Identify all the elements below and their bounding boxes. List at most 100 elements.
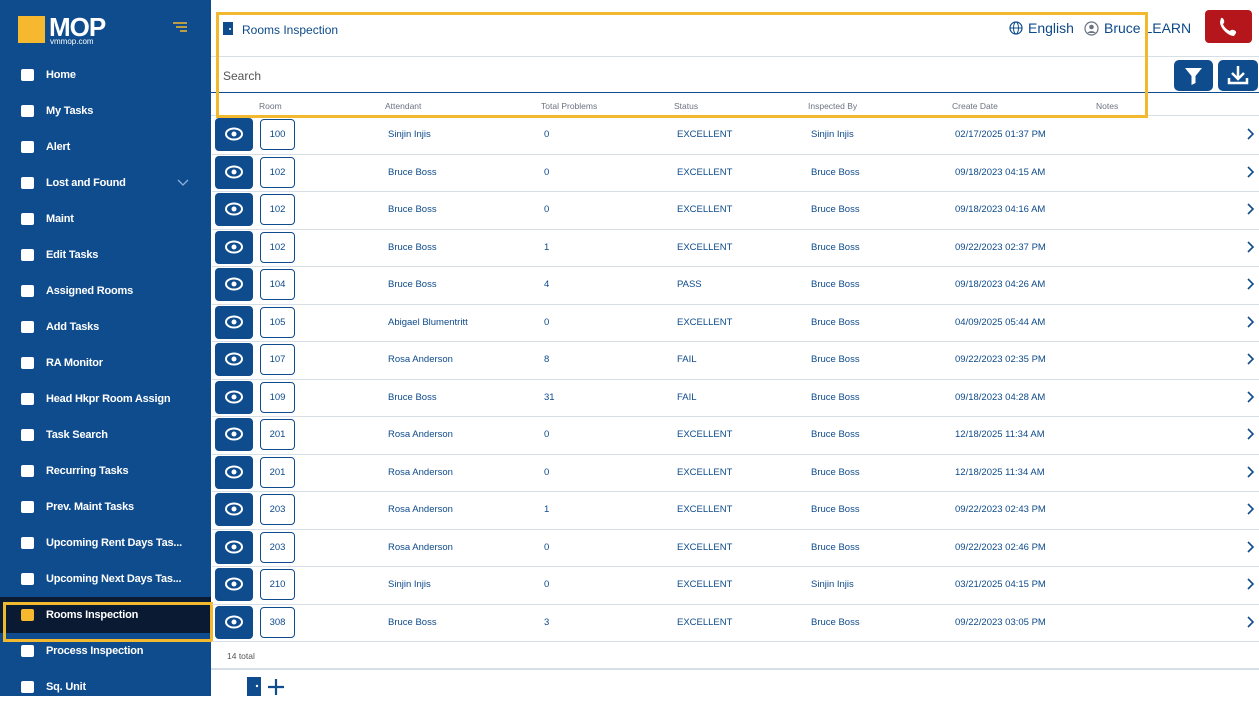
table-row[interactable]: 201 Rosa Anderson 0 EXCELLENT Bruce Boss 12/1… (212, 454, 1259, 492)
view-button[interactable] (215, 343, 253, 376)
column-header[interactable]: Status (674, 101, 699, 111)
menu-icon (21, 465, 34, 477)
menu-item[interactable]: RA Monitor (0, 345, 211, 381)
table-cell: 31 (544, 391, 555, 403)
table-row[interactable]: 201 Rosa Anderson 0 EXCELLENT Bruce Boss 12/1… (212, 416, 1259, 455)
table-cell: FAIL (677, 391, 697, 403)
view-button[interactable] (215, 230, 253, 264)
globe-icon (1009, 21, 1023, 35)
menu-item[interactable]: Upcoming Rent Days Tas... (0, 525, 211, 561)
menu-item[interactable]: Sq. Unit (0, 669, 211, 705)
menu-item[interactable]: Task Search (0, 417, 211, 453)
menu-label: Assigned Rooms (46, 285, 134, 297)
table-cell: Bruce Boss (388, 616, 437, 628)
total-count: 14 total (227, 651, 255, 661)
main: Rooms Inspection English Bruce LEARN Sea… (211, 0, 1259, 696)
view-button[interactable] (215, 455, 253, 489)
view-button[interactable] (215, 380, 253, 414)
menu-item[interactable]: Add Tasks (0, 309, 211, 345)
language[interactable]: English (1028, 20, 1074, 36)
menu-icon (21, 501, 34, 513)
eye-icon (225, 502, 243, 516)
table-cell: 0 (544, 129, 550, 140)
view-button[interactable] (215, 268, 253, 301)
menu-item[interactable]: Home (0, 57, 211, 93)
filter-button[interactable] (1174, 60, 1213, 91)
menu-item[interactable]: Assigned Rooms (0, 273, 211, 309)
table-row[interactable]: 102 Bruce Boss 0 EXCELLENT Bruce Boss 09/18/2… (212, 191, 1259, 230)
table-row[interactable]: 105 Abigael Blumentritt 0 EXCELLENT Bruce Bo… (212, 304, 1259, 342)
table-row[interactable]: 100 Sinjin Injis 0 EXCELLENT Sinjin Injis 02/… (212, 116, 1259, 155)
menu-item[interactable]: Head Hkpr Room Assign (0, 381, 211, 417)
menu-item[interactable]: Process Inspection (0, 633, 211, 669)
menu-item[interactable]: Upcoming Next Days Tas... (0, 561, 211, 597)
column-header[interactable]: Total Problems (541, 101, 598, 111)
view-button[interactable] (215, 418, 253, 451)
view-button[interactable] (215, 305, 253, 339)
room-number: 102 (260, 156, 295, 188)
table-row[interactable]: 203 Rosa Anderson 0 EXCELLENT Bruce Boss 09/2… (212, 529, 1259, 567)
view-button[interactable] (215, 493, 253, 526)
view-button[interactable] (215, 530, 253, 564)
menu-label: Maint (46, 213, 74, 225)
menu-item[interactable]: Recurring Tasks (0, 453, 211, 489)
table-row[interactable]: 210 Sinjin Injis 0 EXCELLENT Sinjin Injis 03/… (212, 566, 1259, 605)
room-number: 210 (260, 569, 295, 600)
table-cell: EXCELLENT (677, 129, 733, 140)
table-cell: 12/18/2025 11:34 AM (955, 466, 1045, 478)
table-cell: Bruce Boss (811, 616, 860, 628)
menu-icon (21, 609, 34, 621)
menu-item[interactable]: My Tasks (0, 93, 211, 129)
view-button[interactable] (215, 193, 253, 226)
column-header[interactable]: Inspected By (808, 101, 858, 111)
logo-mark (18, 16, 45, 43)
eye-icon (225, 540, 243, 553)
search-input[interactable]: Search (223, 69, 262, 83)
column-header[interactable]: Attendant (385, 101, 422, 111)
column-header[interactable]: Notes (1096, 101, 1119, 111)
menu-item[interactable]: Edit Tasks (0, 237, 211, 273)
door-icon (223, 22, 233, 35)
logo-sub: vmmop.com (50, 37, 94, 46)
menu-item[interactable]: Lost and Found (0, 165, 211, 201)
view-button[interactable] (215, 605, 253, 639)
table-cell: Sinjin Injis (388, 579, 431, 590)
table-cell: Bruce Boss (811, 504, 860, 515)
table-cell: 0 (544, 466, 550, 478)
table-cell: Rosa Anderson (388, 429, 453, 440)
view-button[interactable] (215, 568, 253, 601)
table-row[interactable]: 107 Rosa Anderson 8 FAIL Bruce Boss 09/22/202… (212, 341, 1259, 380)
download-button[interactable] (1218, 60, 1258, 91)
row-chevron (1247, 240, 1255, 253)
table-row[interactable]: 203 Rosa Anderson 1 EXCELLENT Bruce Boss 09/2… (212, 491, 1259, 530)
column-header[interactable]: Create Date (952, 101, 998, 111)
menu-label: Upcoming Rent Days Tas... (46, 537, 182, 549)
table-cell: Bruce Boss (811, 354, 860, 365)
menu-item[interactable]: Maint (0, 201, 211, 237)
table-row[interactable]: 102 Bruce Boss 0 EXCELLENT Bruce Boss 09/18/2… (212, 154, 1259, 192)
table-cell: Bruce Boss (811, 279, 860, 290)
room-number: 100 (260, 119, 295, 150)
table-cell: Rosa Anderson (388, 466, 453, 478)
table-cell: EXCELLENT (677, 429, 733, 440)
menu-toggle[interactable] (172, 21, 188, 33)
table-row[interactable]: 308 Bruce Boss 3 EXCELLENT Bruce Boss 09/22/2… (212, 604, 1259, 642)
column-header[interactable]: Room (259, 101, 282, 111)
menu-icon (21, 69, 34, 81)
table-cell: 0 (544, 579, 550, 590)
menu-item[interactable]: Alert (0, 129, 211, 165)
call-button[interactable] (1205, 10, 1252, 43)
table-row[interactable]: 104 Bruce Boss 4 PASS Bruce Boss 09/18/2023 0… (212, 266, 1259, 305)
menu-item[interactable]: Prev. Maint Tasks (0, 489, 211, 525)
add-inspection-button[interactable] (247, 676, 287, 696)
expand-icon (177, 179, 189, 186)
table-cell: 0 (544, 316, 550, 328)
view-button[interactable] (215, 155, 253, 189)
table-row[interactable]: 102 Bruce Boss 1 EXCELLENT Bruce Boss 09/22/2… (212, 229, 1259, 267)
table-cell: 09/18/2023 04:26 AM (955, 279, 1046, 290)
view-button[interactable] (215, 118, 253, 151)
table-cell: Bruce Boss (811, 204, 860, 215)
eye-icon (225, 465, 243, 478)
table-cell: Bruce Boss (388, 279, 437, 290)
table-row[interactable]: 109 Bruce Boss 31 FAIL Bruce Boss 09/18/2023 … (212, 379, 1259, 417)
